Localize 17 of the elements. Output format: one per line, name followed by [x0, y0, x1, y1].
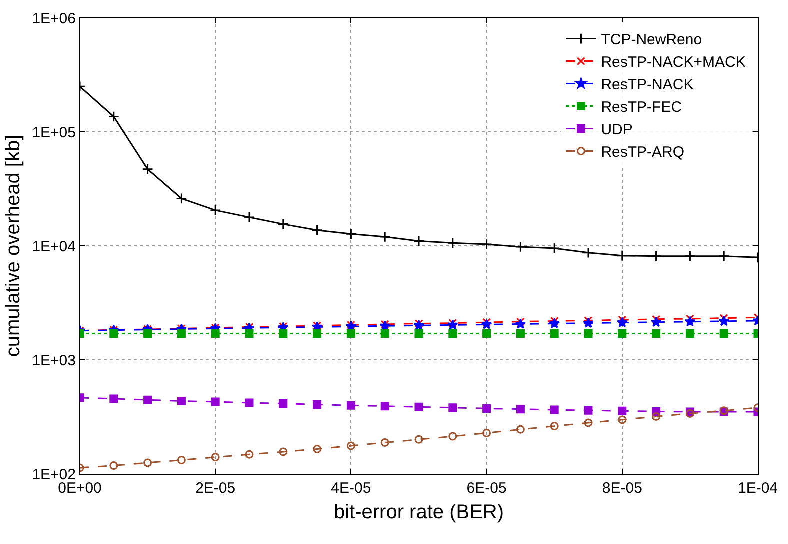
y-tick-label: 1E+05 — [32, 124, 76, 142]
x-tick-label: 4E-05 — [331, 480, 372, 497]
x-axis-title: bit-error rate (BER) — [334, 502, 504, 524]
y-tick-label: 1E+04 — [32, 238, 76, 256]
legend-label: UDP — [601, 122, 633, 139]
legend-label: ResTP-NACK+MACK — [601, 54, 746, 72]
legend-label: ResTP-ARQ — [601, 144, 685, 162]
legend-label: ResTP-FEC — [601, 99, 682, 116]
x-tick-label: 8E-05 — [602, 480, 642, 497]
legend-label: TCP-NewReno — [601, 32, 702, 49]
x-tick-label: 1E-04 — [738, 480, 778, 497]
y-tick-label: 1E+03 — [32, 352, 76, 370]
y-axis-title: cumulative overhead [kb] — [2, 134, 25, 358]
x-tick-label: 6E-05 — [466, 480, 507, 497]
x-tick-label: 2E-05 — [196, 480, 236, 497]
y-tick-label: 1E+06 — [32, 10, 76, 28]
legend-label: ResTP-NACK — [601, 76, 694, 94]
